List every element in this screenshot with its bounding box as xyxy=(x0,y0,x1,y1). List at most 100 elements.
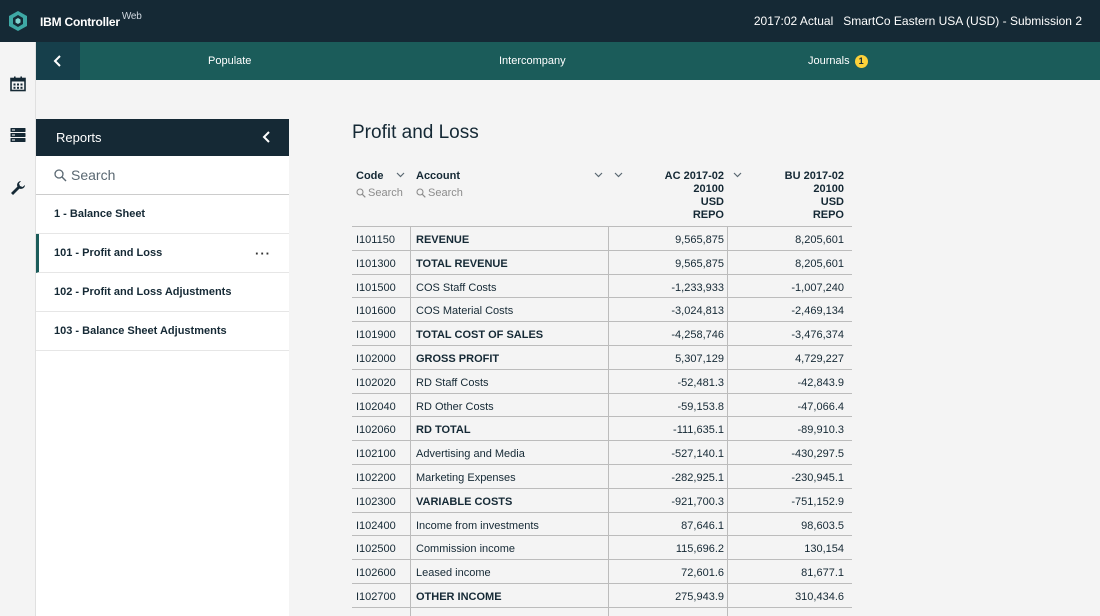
row-ac-value: -921,700.3 xyxy=(671,495,724,508)
table-row[interactable]: I102100 Advertising and Media -527,140.1 -4… xyxy=(352,441,852,465)
row-account: TOTAL REVENUE xyxy=(416,257,508,270)
back-button[interactable] xyxy=(36,42,80,80)
table-row[interactable]: I102020 RD Staff Costs -52,481.3 -42,843.9 xyxy=(352,370,852,394)
column-divider xyxy=(608,226,609,616)
row-code: I102040 xyxy=(356,400,396,413)
table-row[interactable]: I102040 RD Other Costs -59,153.8 -47,066.4 xyxy=(352,394,852,418)
column-header-account[interactable]: Account xyxy=(416,170,460,182)
row-bu-value: 130,154 xyxy=(804,543,844,556)
code-search-input[interactable]: Search xyxy=(356,187,403,199)
row-ac-value: -282,925.1 xyxy=(671,471,724,484)
row-code: I101500 xyxy=(356,281,396,294)
bu-header-line: USD xyxy=(820,196,844,208)
server-icon[interactable] xyxy=(8,125,28,145)
reports-header: Reports xyxy=(36,119,289,156)
row-bu-value: 8,205,601 xyxy=(795,234,844,246)
top-bar: IBM Controller Web 2017:02 Actual SmartCo… xyxy=(0,0,1100,42)
row-bu-value: 81,677.1 xyxy=(801,567,844,580)
collapse-panel-icon[interactable] xyxy=(259,129,275,145)
account-search-placeholder: Search xyxy=(428,187,463,199)
report-item-label: 101 - Profit and Loss xyxy=(54,247,163,259)
row-ac-value: -52,481.3 xyxy=(677,376,724,389)
row-ac-value: -527,140.1 xyxy=(671,448,724,461)
row-ac-value: 9,565,875 xyxy=(675,234,724,246)
row-code: I101900 xyxy=(356,329,396,342)
row-account: Commission income xyxy=(416,543,516,556)
row-code: I102300 xyxy=(356,495,396,508)
column-header-bu[interactable]: BU 2017-02 20100 USD REPO xyxy=(785,170,844,222)
table-row[interactable]: I102060 RD TOTAL -111,635.1 -89,910.3 xyxy=(352,417,852,442)
row-ac-value: -3,024,813 xyxy=(671,305,724,318)
report-item-bs-adjustments[interactable]: 103 - Balance Sheet Adjustments xyxy=(36,312,289,351)
account-search-input[interactable]: Search xyxy=(416,187,463,199)
chevron-down-icon[interactable] xyxy=(614,172,623,178)
calendar-icon[interactable] xyxy=(8,74,28,94)
table-row[interactable]: I101150 REVENUE 9,565,875 8,205,601 xyxy=(352,227,852,251)
row-account: REVENUE xyxy=(416,234,470,246)
app-name-text: IBM Controller xyxy=(40,15,120,29)
search-icon xyxy=(356,188,366,198)
table-row[interactable]: I101300 TOTAL REVENUE 9,565,875 8,205,601 xyxy=(352,251,852,275)
tab-journals[interactable]: Journals 1 xyxy=(808,42,868,80)
row-ac-value: 87,646.1 xyxy=(681,519,724,532)
row-account: COS Staff Costs xyxy=(416,281,497,294)
search-icon xyxy=(54,168,67,181)
ac-header-line: AC 2017-02 xyxy=(664,170,724,182)
row-code: I101300 xyxy=(356,257,396,270)
row-bu-value: -89,910.3 xyxy=(797,424,844,437)
row-code: I102000 xyxy=(356,352,396,365)
search-icon xyxy=(416,188,426,198)
journals-badge: 1 xyxy=(854,54,868,68)
table-row[interactable]: I102500 Commission income 115,696.2 130,154 xyxy=(352,536,852,561)
report-item-profit-and-loss[interactable]: 101 - Profit and Loss ··· xyxy=(36,234,289,273)
app-logo-icon[interactable] xyxy=(0,0,36,42)
tab-bar: Populate Intercompany Journals 1 xyxy=(36,42,1100,80)
more-options-icon[interactable]: ··· xyxy=(255,246,271,261)
chevron-down-icon[interactable] xyxy=(396,172,405,178)
context-info[interactable]: 2017:02 Actual SmartCo Eastern USA (USD)… xyxy=(754,0,1082,42)
column-header-code[interactable]: Code xyxy=(356,170,384,182)
row-code: I102200 xyxy=(356,471,396,484)
report-item-label: 1 - Balance Sheet xyxy=(54,208,146,220)
table-row[interactable]: I101500 COS Staff Costs -1,233,933 -1,007,2… xyxy=(352,275,852,299)
table-row[interactable]: I102200 Marketing Expenses -282,925.1 -230,… xyxy=(352,465,852,489)
table-row[interactable]: I102600 Leased income 72,601.6 81,677.1 xyxy=(352,560,852,584)
left-rail xyxy=(0,42,36,616)
chevron-down-icon[interactable] xyxy=(594,172,603,178)
report-table: Code Search Account Search AC 2017-02 20… xyxy=(352,166,852,616)
report-item-balance-sheet[interactable]: 1 - Balance Sheet xyxy=(36,195,289,234)
row-account: RD TOTAL xyxy=(416,424,471,437)
reports-title: Reports xyxy=(56,130,102,145)
row-account: COS Material Costs xyxy=(416,305,514,318)
row-ac-value: -4,258,746 xyxy=(671,329,724,342)
tab-label: Intercompany xyxy=(499,55,566,67)
wrench-icon[interactable] xyxy=(8,178,28,198)
table-row[interactable]: I102300 VARIABLE COSTS -921,700.3 -751,152.… xyxy=(352,489,852,513)
search-placeholder: Search xyxy=(71,167,116,183)
row-bu-value: -2,469,134 xyxy=(791,305,844,318)
bu-header-line: BU 2017-02 xyxy=(784,170,844,182)
table-row[interactable]: I102000 GROSS PROFIT 5,307,129 4,729,227 xyxy=(352,346,852,370)
row-bu-value: -47,066.4 xyxy=(797,400,844,413)
row-bu-value: 310,434.6 xyxy=(795,590,844,603)
table-row[interactable]: I101600 COS Material Costs -3,024,813 -2,46… xyxy=(352,298,852,323)
column-divider xyxy=(727,226,728,616)
row-account: Advertising and Media xyxy=(416,448,525,461)
row-code: I102700 xyxy=(356,590,396,603)
row-account: GROSS PROFIT xyxy=(416,352,500,365)
report-item-pl-adjustments[interactable]: 102 - Profit and Loss Adjustments xyxy=(36,273,289,312)
app-name-suffix: Web xyxy=(121,11,142,22)
row-code: I102020 xyxy=(356,376,396,389)
table-row[interactable]: I101900 TOTAL COST OF SALES -4,258,746 -3,4… xyxy=(352,322,852,346)
row-account: VARIABLE COSTS xyxy=(416,495,513,508)
tab-intercompany[interactable]: Intercompany xyxy=(499,42,566,80)
row-ac-value: -111,635.1 xyxy=(673,424,724,437)
column-header-ac[interactable]: AC 2017-02 20100 USD REPO xyxy=(665,170,724,222)
table-row[interactable]: I102700 OTHER INCOME 275,943.9 310,434.6 xyxy=(352,584,852,608)
chevron-down-icon[interactable] xyxy=(733,172,742,178)
table-row[interactable]: I102400 Income from investments 87,646.1 98… xyxy=(352,513,852,537)
tab-populate[interactable]: Populate xyxy=(208,42,251,80)
tab-label: Populate xyxy=(208,55,252,67)
row-code: I101150 xyxy=(356,234,395,246)
reports-search-input[interactable]: Search xyxy=(36,156,289,195)
